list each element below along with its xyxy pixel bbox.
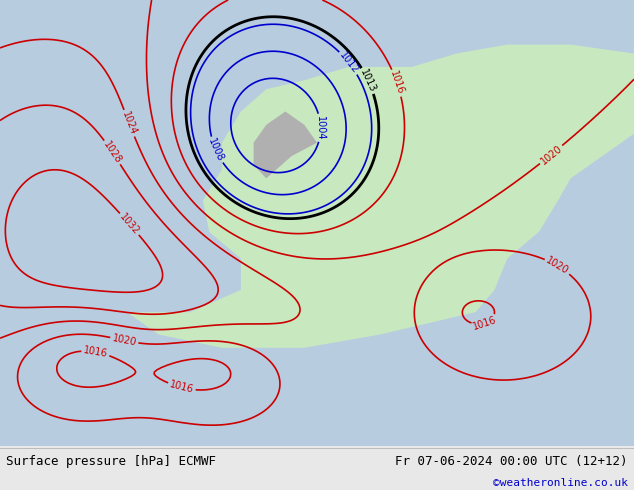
- Text: 1016: 1016: [82, 345, 108, 359]
- Text: 1016: 1016: [389, 70, 406, 96]
- Text: 1032: 1032: [117, 212, 141, 237]
- Polygon shape: [254, 112, 317, 178]
- Text: 1008: 1008: [207, 137, 226, 163]
- Text: 1020: 1020: [111, 333, 138, 348]
- Text: 1016: 1016: [471, 315, 498, 332]
- Text: Surface pressure [hPa] ECMWF: Surface pressure [hPa] ECMWF: [6, 455, 216, 468]
- Text: 1004: 1004: [315, 116, 326, 140]
- Text: 1028: 1028: [101, 139, 124, 166]
- Polygon shape: [127, 45, 634, 348]
- Text: 1013: 1013: [358, 68, 378, 94]
- Text: Fr 07-06-2024 00:00 UTC (12+12): Fr 07-06-2024 00:00 UTC (12+12): [395, 455, 628, 468]
- Text: 1024: 1024: [120, 110, 138, 137]
- Text: 1012: 1012: [337, 50, 360, 75]
- Text: 1016: 1016: [169, 380, 195, 395]
- Text: 1020: 1020: [545, 255, 571, 276]
- Text: ©weatheronline.co.uk: ©weatheronline.co.uk: [493, 478, 628, 489]
- Text: 1020: 1020: [538, 143, 564, 166]
